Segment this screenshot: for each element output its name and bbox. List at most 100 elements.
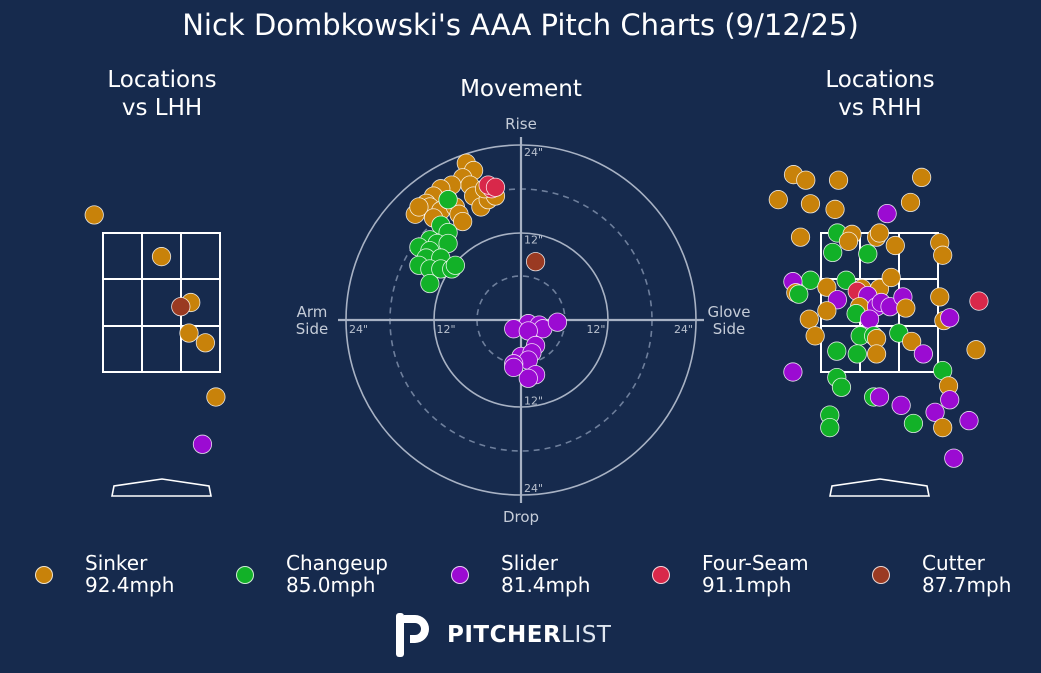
pitch-point-changeup — [789, 284, 809, 304]
ring-labels: 12" 12" 12" 12" 24" 24" 24" 24" — [349, 146, 693, 495]
strike-zone — [102, 232, 221, 373]
pitch-point-slider — [518, 368, 538, 388]
pitch-point-changeup — [903, 413, 924, 434]
pitch-point-sinker — [838, 231, 859, 251]
pitch-point-sinker — [869, 223, 890, 243]
pitch-point-sinker — [768, 190, 788, 210]
logo-text-bold: PITCHER — [447, 622, 562, 648]
legend-label: Slider 81.4mph — [501, 552, 590, 596]
chart-title: Nick Dombkowski's AAA Pitch Charts (9/12… — [182, 8, 859, 42]
legend-swatch — [236, 566, 254, 584]
pitch-point-changeup — [438, 190, 458, 210]
pitch-point-sinker — [206, 387, 226, 407]
pitch-point-sinker — [790, 227, 811, 247]
pitch-point-sinker — [885, 235, 905, 256]
home-plate — [829, 478, 930, 497]
pitch-point-slider — [869, 387, 890, 407]
legend-pitch-name: Cutter — [922, 551, 985, 575]
pitch-point-changeup — [820, 417, 840, 438]
legend-pitch-name: Changeup — [286, 551, 388, 575]
legend-pitch-velocity: 87.7mph — [922, 573, 1012, 597]
ring-label: 12" — [437, 323, 456, 336]
pitch-point-slider — [783, 362, 803, 382]
drop-label: Drop — [503, 508, 539, 526]
pitch-point-sinker — [828, 170, 849, 190]
legend-pitch-name: Four-Seam — [702, 551, 809, 575]
pitch-point-sinker — [796, 170, 816, 190]
pitch-point-sinker — [799, 309, 819, 329]
pitch-point-sinker — [866, 344, 887, 364]
legend-pitch-name: Slider — [501, 551, 559, 575]
pitch-point-sinker — [151, 247, 172, 267]
pitch-point-sinker — [933, 245, 953, 265]
pitch-point-sinker — [912, 167, 932, 187]
pitch-point-sinker — [902, 331, 922, 352]
home-plate — [111, 478, 212, 497]
legend-pitch-velocity: 92.4mph — [85, 573, 175, 597]
pitch-point-sinker — [409, 197, 429, 217]
pitch-point-sinker — [966, 340, 986, 360]
rise-label: Rise — [505, 115, 537, 133]
pitch-point-slider — [192, 434, 213, 454]
legend-pitch-velocity: 81.4mph — [501, 573, 591, 597]
pitch-point-changeup — [823, 242, 843, 263]
legend-label: Sinker 92.4mph — [85, 552, 174, 596]
pitch-point-slider — [547, 312, 568, 332]
pitch-point-sinker — [881, 267, 901, 288]
pitch-point-slider — [944, 448, 964, 468]
legend-pitch-velocity: 85.0mph — [286, 573, 376, 597]
pitch-point-slider — [925, 402, 945, 422]
logo-text-light: LIST — [561, 622, 612, 648]
ring-label: 24" — [524, 482, 543, 495]
pitcherlist-logo: PITCHERLIST — [393, 612, 611, 658]
pitch-point-sinker — [800, 194, 821, 214]
pitch-point-slider — [940, 308, 960, 328]
pitch-point-sinker — [933, 417, 953, 438]
pitch-point-slider — [959, 411, 979, 431]
legend-label: Cutter 87.7mph — [922, 552, 1011, 596]
ring-label: 24" — [524, 146, 543, 159]
legend-swatch — [872, 566, 890, 584]
legend-swatch — [35, 566, 53, 584]
pitch-point-slider — [877, 203, 897, 224]
pitch-point-sinker — [179, 323, 199, 343]
pitch-point-changeup — [858, 244, 878, 264]
pitch-point-changeup — [827, 341, 847, 361]
arm-side-label: Arm Side — [296, 303, 328, 338]
rhh-location-plot — [768, 165, 989, 497]
pitch-point-sinker — [453, 211, 473, 232]
ring-label: 12" — [524, 395, 543, 408]
pitch-point-slider — [504, 357, 524, 377]
pitch-point-sinker — [817, 277, 837, 297]
pitch-point-changeup — [847, 344, 867, 364]
legend-swatch — [652, 566, 670, 584]
pitcherlist-logo-icon — [396, 613, 429, 657]
pitch-point-slider — [913, 344, 933, 364]
legend-swatch — [451, 566, 469, 584]
glove-side-label: Glove Side — [707, 303, 750, 338]
pitch-point-four-seam — [969, 291, 989, 311]
legend-pitch-velocity: 91.1mph — [702, 573, 792, 597]
rhh-panel-title: Locations vs RHH — [825, 67, 935, 121]
pitch-point-changeup — [831, 377, 852, 397]
pitch-point-slider — [940, 390, 960, 410]
pitch-point-sinker — [84, 205, 104, 225]
lhh-location-plot — [84, 205, 226, 497]
ring-label: 24" — [674, 323, 693, 336]
ring-label: 12" — [524, 234, 543, 247]
legend-pitch-name: Sinker — [85, 551, 148, 575]
movement-panel-title: Movement — [460, 76, 582, 102]
pitch-point-sinker — [825, 199, 845, 219]
movement-plot: Rise Drop Arm Side Glove Side 12"12"12" 12"… — [296, 115, 751, 526]
pitch-point-sinker — [900, 192, 921, 213]
pitch-point-slider — [891, 395, 911, 415]
legend-label: Four-Seam 91.1mph — [702, 552, 809, 596]
pitch-point-sinker — [930, 287, 950, 307]
legend-label: Changeup 85.0mph — [286, 552, 388, 596]
ring-label: 24" — [349, 323, 368, 336]
pitch-point-cutter — [171, 297, 191, 317]
ring-label: 12" — [586, 323, 605, 336]
lhh-panel-title: Locations vs LHH — [107, 67, 217, 121]
pitch-point-sinker — [195, 333, 215, 353]
